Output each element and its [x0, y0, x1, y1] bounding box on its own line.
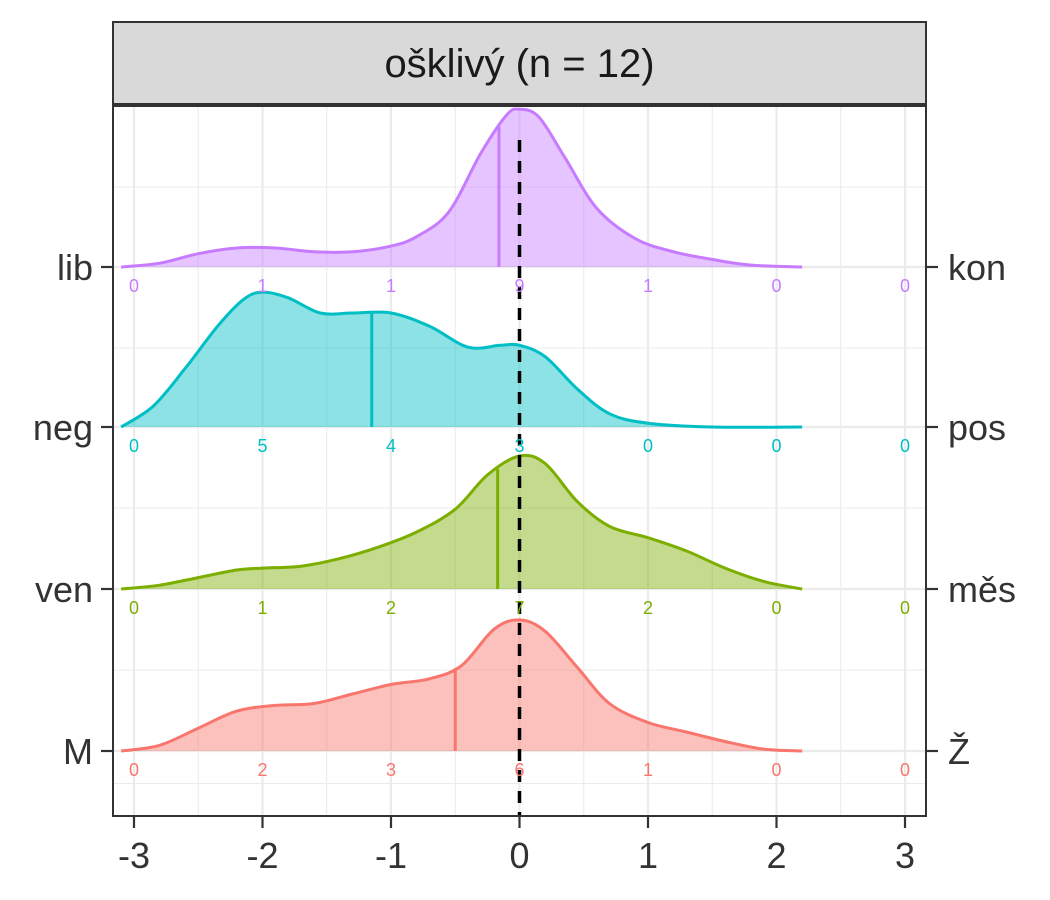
ridge-fill: [121, 109, 803, 267]
count-label: 0: [129, 598, 139, 618]
count-label: 0: [771, 760, 781, 780]
ridges: [120, 107, 803, 753]
count-label: 1: [386, 276, 396, 296]
count-label: 9: [514, 276, 524, 296]
y-label-right: měs: [948, 569, 1016, 610]
ridge-fill: [121, 455, 803, 589]
count-label: 0: [771, 276, 781, 296]
y-label-left: ven: [35, 569, 93, 610]
y-label-right: Ž: [948, 731, 970, 772]
x-tick-label: -2: [246, 835, 278, 876]
x-tick-label: 1: [638, 835, 658, 876]
y-label-left: neg: [33, 407, 93, 448]
count-label: 0: [643, 436, 653, 456]
ridge-fill: [121, 292, 803, 428]
count-label: 7: [514, 598, 524, 618]
count-label: 0: [900, 760, 910, 780]
x-tick-label: 2: [766, 835, 786, 876]
x-tick-label: -3: [118, 835, 150, 876]
y-label-right: kon: [948, 247, 1006, 288]
ridge-line: [121, 453, 803, 591]
count-label: 0: [129, 760, 139, 780]
y-label-left: M: [63, 731, 93, 772]
count-label: 2: [257, 760, 267, 780]
x-tick-label: 0: [509, 835, 529, 876]
count-label: 0: [900, 436, 910, 456]
y-label-left: lib: [57, 247, 93, 288]
y-label-right: pos: [948, 407, 1006, 448]
ridge-line: [121, 107, 803, 269]
count-labels: 0 2 3 6 1 0 00 1 2 7 2 0 00 5 4 3 0 0 00 1 1 9 1 0 0: [129, 276, 910, 780]
count-label: 0: [771, 598, 781, 618]
count-label: 1: [257, 276, 267, 296]
count-label: 3: [514, 436, 524, 456]
ridge-line: [120, 618, 803, 753]
count-label: 4: [386, 436, 396, 456]
count-label: 6: [514, 760, 524, 780]
count-label: 2: [386, 598, 396, 618]
count-label: 0: [771, 436, 781, 456]
count-label: 1: [643, 760, 653, 780]
count-label: 0: [129, 436, 139, 456]
count-label: 0: [129, 276, 139, 296]
count-label: 1: [257, 598, 267, 618]
x-tick-label: -1: [375, 835, 407, 876]
count-label: 2: [643, 598, 653, 618]
count-label: 5: [257, 436, 267, 456]
count-label: 3: [386, 760, 396, 780]
facet-title: ošklivý (n = 12): [384, 42, 654, 86]
ridge-line: [120, 290, 803, 429]
facet-strip: ošklivý (n = 12): [112, 21, 927, 105]
count-label: 0: [900, 276, 910, 296]
ridge-fill: [121, 619, 803, 751]
count-label: 1: [643, 276, 653, 296]
count-label: 0: [900, 598, 910, 618]
x-tick-label: 3: [895, 835, 915, 876]
